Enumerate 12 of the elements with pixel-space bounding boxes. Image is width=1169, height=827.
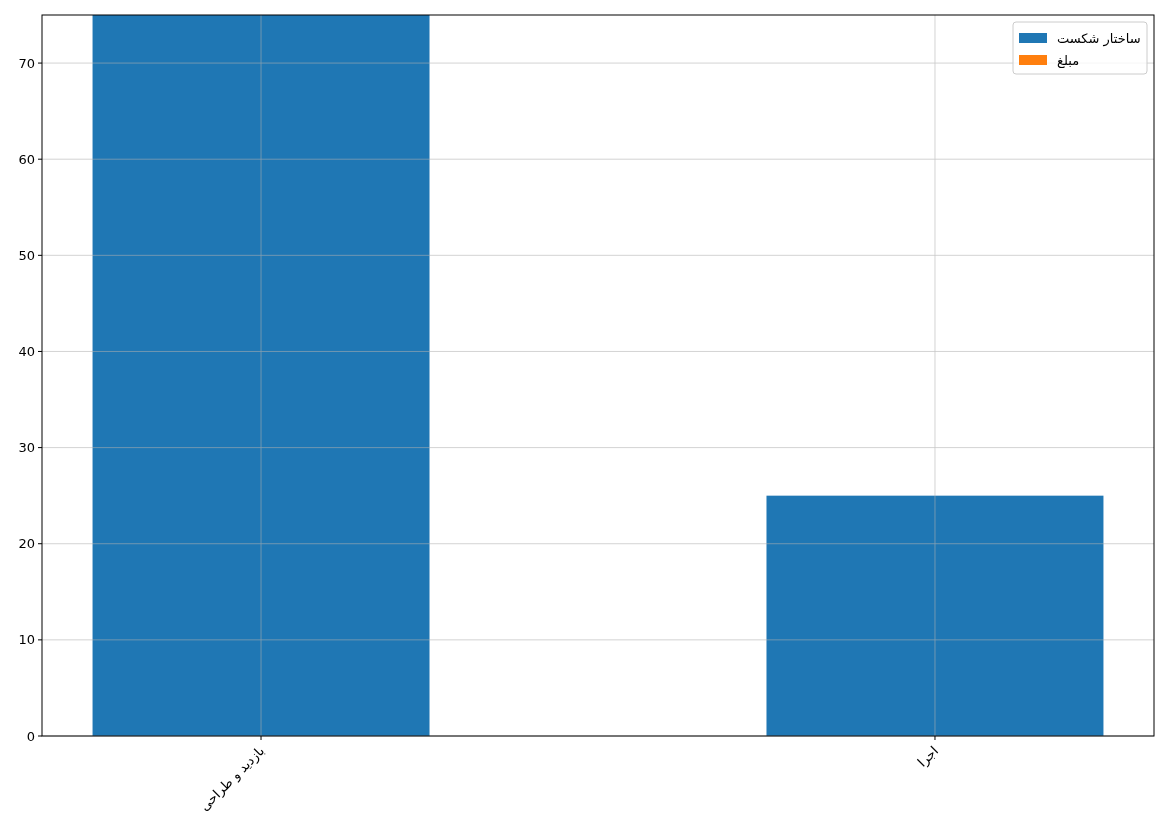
y-tick-label: 60 [18, 151, 35, 167]
y-tick-label: 0 [26, 728, 35, 744]
y-tick-label: 30 [18, 440, 35, 456]
y-tick-label: 40 [18, 343, 35, 359]
x-tick-label: اجرا [914, 743, 942, 771]
x-tick-label: بازدید و طراحی [196, 743, 268, 815]
legend-label: ساختار شکست [1057, 31, 1141, 47]
y-tick-label: 10 [18, 632, 35, 648]
y-tick-label: 70 [18, 55, 35, 71]
y-tick-label: 50 [18, 247, 35, 263]
legend-label: مبلغ [1057, 53, 1080, 69]
y-tick-label: 20 [18, 536, 35, 552]
